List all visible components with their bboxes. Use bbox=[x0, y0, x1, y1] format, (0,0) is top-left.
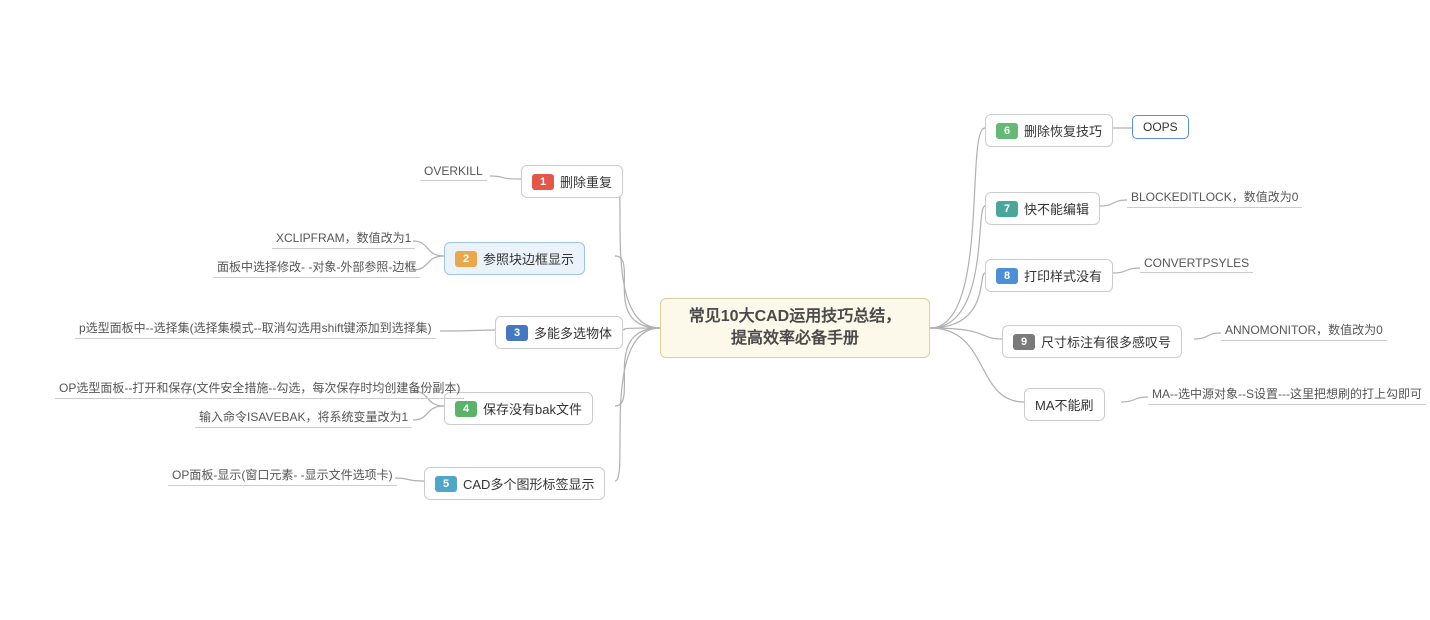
branch-right-9-label: 尺寸标注有很多感叹号 bbox=[1041, 332, 1171, 351]
branch-right-8[interactable]: 8 打印样式没有 bbox=[985, 259, 1113, 292]
badge-7: 7 bbox=[996, 201, 1018, 217]
badge-4: 4 bbox=[455, 401, 477, 417]
branch-right-7-label: 快不能编辑 bbox=[1024, 199, 1089, 218]
badge-9: 9 bbox=[1013, 334, 1035, 350]
branch-right-6-label: 删除恢复技巧 bbox=[1024, 121, 1102, 140]
leaf-left-2-1: XCLIPFRAM，数值改为1 bbox=[272, 227, 415, 249]
branch-right-6[interactable]: 6 删除恢复技巧 bbox=[985, 114, 1113, 147]
branch-left-1-label: 删除重复 bbox=[560, 172, 612, 191]
branch-left-2[interactable]: 2 参照块边框显示 bbox=[444, 242, 585, 275]
branch-left-3-label: 多能多选物体 bbox=[534, 323, 612, 342]
leaf-right-6-1: OOPS bbox=[1132, 115, 1189, 139]
branch-right-10[interactable]: MA不能刷 bbox=[1024, 388, 1105, 421]
leaf-left-3-1: p选型面板中--选择集(选择集模式--取消勾选用shift键添加到选择集) bbox=[75, 317, 436, 339]
leaf-right-8-1: CONVERTPSYLES bbox=[1140, 254, 1253, 273]
branch-left-3[interactable]: 3 多能多选物体 bbox=[495, 316, 623, 349]
branch-right-10-label: MA不能刷 bbox=[1035, 395, 1094, 414]
leaf-right-7-1: BLOCKEDITLOCK，数值改为0 bbox=[1127, 186, 1302, 208]
branch-left-1[interactable]: 1 删除重复 bbox=[521, 165, 623, 198]
badge-8: 8 bbox=[996, 268, 1018, 284]
branch-right-7[interactable]: 7 快不能编辑 bbox=[985, 192, 1100, 225]
leaf-left-2-2: 面板中选择修改- -对象-外部参照-边框 bbox=[213, 256, 420, 278]
branch-left-4[interactable]: 4 保存没有bak文件 bbox=[444, 392, 593, 425]
badge-6: 6 bbox=[996, 123, 1018, 139]
leaf-left-4-1: OP选型面板--打开和保存(文件安全措施--勾选，每次保存时均创建备份副本) bbox=[55, 377, 464, 399]
badge-1: 1 bbox=[532, 174, 554, 190]
branch-left-5-label: CAD多个图形标签显示 bbox=[463, 474, 594, 493]
branch-left-2-label: 参照块边框显示 bbox=[483, 249, 574, 268]
badge-5: 5 bbox=[435, 476, 457, 492]
center-node: 常见10大CAD运用技巧总结， 提高效率必备手册 bbox=[660, 298, 930, 358]
leaf-right-9-1: ANNOMONITOR，数值改为0 bbox=[1221, 319, 1387, 341]
leaf-right-10-1: MA--选中源对象--S设置---这里把想刷的打上勾即可 bbox=[1148, 383, 1426, 405]
leaf-left-4-2: 输入命令ISAVEBAK，将系统变量改为1 bbox=[195, 406, 412, 428]
badge-2: 2 bbox=[455, 251, 477, 267]
center-title-line1: 常见10大CAD运用技巧总结， bbox=[689, 308, 901, 325]
branch-right-9[interactable]: 9 尺寸标注有很多感叹号 bbox=[1002, 325, 1182, 358]
branch-right-8-label: 打印样式没有 bbox=[1024, 266, 1102, 285]
badge-3: 3 bbox=[506, 325, 528, 341]
branch-left-4-label: 保存没有bak文件 bbox=[483, 399, 582, 418]
leaf-left-1-1: OVERKILL bbox=[420, 162, 487, 181]
leaf-left-5-1: OP面板-显示(窗口元素- -显示文件选项卡) bbox=[168, 464, 397, 486]
branch-left-5[interactable]: 5 CAD多个图形标签显示 bbox=[424, 467, 605, 500]
center-title-line2: 提高效率必备手册 bbox=[731, 330, 859, 347]
